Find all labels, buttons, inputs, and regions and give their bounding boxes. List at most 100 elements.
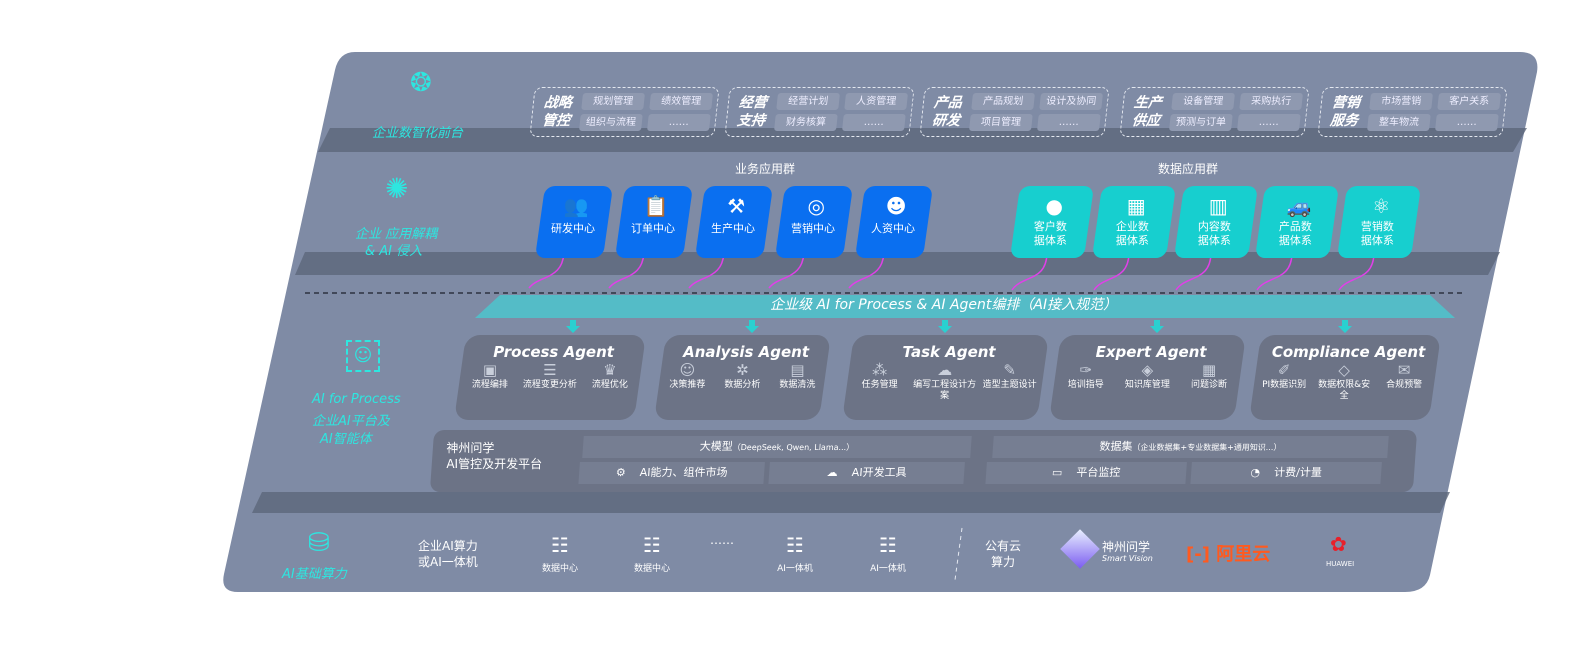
front-chip[interactable]: 客户关系 — [1437, 93, 1501, 110]
server-item: ☷ AI一体机 — [858, 533, 918, 574]
front-group: 营销服务 市场营销 客户关系 整车物流…… — [1317, 87, 1508, 137]
down-arrow — [1338, 320, 1352, 333]
data-app-card[interactable]: 🚙 产品数据体系 — [1254, 186, 1340, 258]
server-item: ☷ 数据中心 — [530, 533, 590, 574]
front-chip[interactable]: …… — [1237, 114, 1301, 131]
agent-card[interactable]: Task Agent ⁂ 任务管理 ☁ 编写工程设计方案 ✎ 造型主题设计 — [842, 335, 1049, 420]
biz-app-label: 人资中心 — [871, 222, 916, 235]
front-chip[interactable]: …… — [1037, 114, 1101, 131]
agent-features: ☺ 决策推荐 ✲ 数据分析 ▤ 数据清洗 — [660, 361, 825, 391]
front-chip[interactable]: …… — [647, 114, 711, 131]
factory-icon: ⚒ — [727, 194, 746, 218]
link-arrow — [1093, 251, 1130, 291]
server-item: ☷ 数据中心 — [622, 533, 682, 574]
feature-label: 决策推荐 — [669, 380, 706, 390]
server-label: 数据中心 — [541, 564, 578, 574]
biz-app-card[interactable]: ⚒ 生产中心 — [694, 186, 774, 258]
devtools-icon: ☁ — [826, 466, 842, 479]
clipboard-icon: 📋 — [643, 194, 669, 218]
dataset-note: （企业数据集+专业数据集+通用知识...） — [1132, 443, 1282, 452]
market-item[interactable]: ⚙ AI能力、组件市场 — [578, 462, 765, 484]
front-chip[interactable]: 产品规划 — [971, 93, 1035, 110]
biz-app-card[interactable]: 👥 研发中心 — [534, 186, 614, 258]
person-icon: ☻ — [885, 194, 907, 218]
agent-card[interactable]: Expert Agent ✑ 培训指导 ◈ 知识库管理 ▦ 问题诊断 — [1049, 335, 1246, 420]
front-chip[interactable]: 人资管理 — [844, 93, 908, 110]
agent-card[interactable]: Compliance Agent ✐ PI数据识别 ◇ 数据权限&安全 ✉ 合规预警 — [1249, 335, 1441, 420]
agent-feature: ◈ 知识库管理 — [1117, 361, 1178, 391]
front-chip[interactable]: 财务核算 — [774, 114, 838, 131]
agent-card[interactable]: Process Agent ▣ 流程编排 ☰ 流程变更分析 ♛ 流程优化 — [454, 335, 646, 420]
feature-label: 流程变更分析 — [522, 380, 577, 390]
feature-label: 培训指导 — [1067, 380, 1104, 390]
server-icon: ☷ — [551, 533, 569, 557]
biz-app-card[interactable]: ◎ 营销中心 — [774, 186, 854, 258]
data-app-label: 客户数据体系 — [1033, 220, 1067, 247]
biz-app-card[interactable]: ☻ 人资中心 — [854, 186, 934, 258]
dataset-label: 数据集 — [1099, 440, 1133, 453]
feature-icon: ☁ — [937, 361, 953, 379]
dev-platform: 神州问学 AI管控及开发平台 大模型（DeepSeek, Qwen, Llama… — [429, 430, 1418, 492]
front-group: 战略管控 规划管理 绩效管理 组织与流程…… — [529, 87, 720, 137]
feature-icon: ◇ — [1338, 361, 1350, 379]
biz-app-card[interactable]: 📋 订单中心 — [614, 186, 694, 258]
front-chip[interactable]: 规划管理 — [581, 93, 645, 110]
server-item: ☷ AI一体机 — [765, 533, 825, 574]
feature-icon: ☰ — [543, 361, 557, 379]
apps-layer-label: 企业 应用解耦 — [355, 227, 438, 242]
agent-feature: ♛ 流程优化 — [580, 361, 639, 391]
server-label: AI一体机 — [870, 564, 906, 574]
feature-label: 流程优化 — [591, 380, 628, 390]
feature-label: PI数据识别 — [1262, 380, 1307, 390]
data-app-label: 营销数据体系 — [1360, 220, 1394, 247]
front-chip[interactable]: …… — [1435, 114, 1499, 131]
front-layer-label: 企业数智化前台 — [372, 126, 464, 141]
down-arrow — [938, 320, 952, 333]
building-icon: ▦ — [1126, 194, 1146, 218]
front-chip[interactable]: 市场营销 — [1369, 93, 1433, 110]
face-scan-icon: ☺ — [346, 340, 380, 372]
ai-layer-label-3: AI智能体 — [320, 432, 372, 447]
monitor-item[interactable]: ▭ 平台监控 — [985, 462, 1187, 484]
front-group-title: 营销服务 — [1329, 95, 1361, 129]
agent-features: ✐ PI数据识别 ◇ 数据权限&安全 ✉ 合规预警 — [1254, 361, 1434, 402]
billing-label: 计费/计量 — [1273, 466, 1323, 479]
smart-vision-name: 神州问学 — [1102, 540, 1151, 554]
front-chip[interactable]: 采购执行 — [1239, 93, 1303, 110]
orchestration-band: 企业级 AI for Process & AI Agent编排（AI接入规范） — [770, 297, 1118, 313]
data-app-card[interactable]: ⚛ 营销数据体系 — [1336, 186, 1422, 258]
market-icon: ⚙ — [615, 466, 630, 479]
database-icon: ⛁ — [308, 528, 330, 558]
down-arrow — [566, 320, 580, 333]
agent-card[interactable]: Analysis Agent ☺ 决策推荐 ✲ 数据分析 ▤ 数据清洗 — [654, 335, 831, 420]
front-chip[interactable]: 整车物流 — [1367, 114, 1431, 131]
atom-icon: ⚛ — [1372, 194, 1391, 218]
front-group-title: 经营支持 — [736, 95, 768, 129]
user-icon: ● — [1045, 194, 1063, 218]
data-app-card[interactable]: ● 客户数据体系 — [1009, 186, 1095, 258]
front-chip[interactable]: …… — [842, 114, 906, 131]
billing-item[interactable]: ◔ 计费/计量 — [1190, 462, 1382, 484]
feature-label: 造型主题设计 — [982, 380, 1037, 390]
feature-icon: ▤ — [790, 361, 805, 379]
down-arrow — [1150, 320, 1164, 333]
apps-layer-label-2: & AI 侵入 — [365, 244, 423, 259]
monitor-label: 平台监控 — [1075, 466, 1121, 479]
front-chip[interactable]: 设计及协同 — [1039, 93, 1103, 110]
server-icon: ☷ — [643, 533, 661, 557]
front-chip[interactable]: 组织与流程 — [579, 114, 643, 131]
front-chip[interactable]: 预测与订单 — [1169, 114, 1233, 131]
front-chip[interactable]: 经营计划 — [776, 93, 840, 110]
front-chip[interactable]: 绩效管理 — [649, 93, 713, 110]
data-app-label: 产品数据体系 — [1278, 220, 1312, 247]
data-app-card[interactable]: ▥ 内容数据体系 — [1173, 186, 1259, 258]
data-app-label: 内容数据体系 — [1197, 220, 1231, 247]
data-app-card[interactable]: ▦ 企业数据体系 — [1091, 186, 1177, 258]
enterprise-compute-label-2: 或AI一体机 — [418, 555, 478, 569]
front-chip[interactable]: 项目管理 — [969, 114, 1033, 131]
agent-feature: ☺ 决策推荐 — [660, 361, 714, 391]
front-chip[interactable]: 设备管理 — [1171, 93, 1235, 110]
devtools-item[interactable]: ☁ AI开发工具 — [768, 462, 965, 484]
feature-label: 任务管理 — [861, 380, 898, 390]
biz-apps-title: 业务应用群 — [735, 162, 796, 176]
